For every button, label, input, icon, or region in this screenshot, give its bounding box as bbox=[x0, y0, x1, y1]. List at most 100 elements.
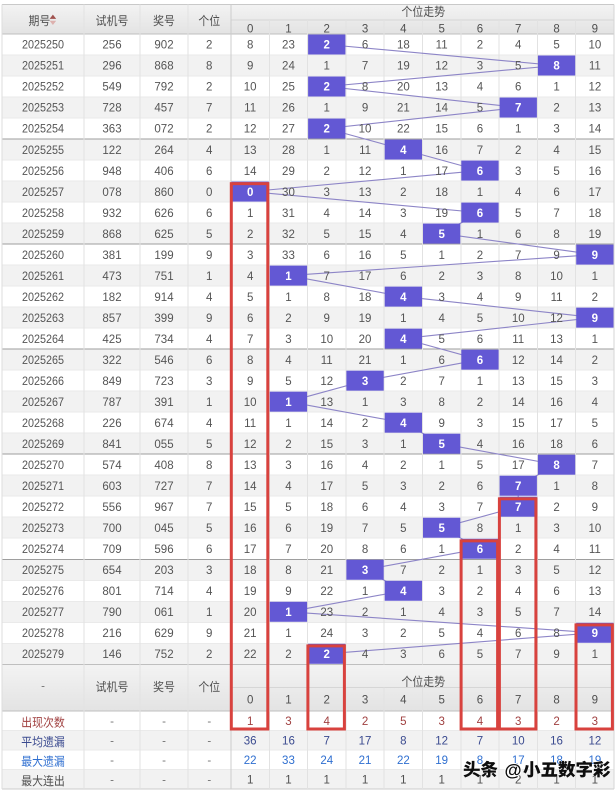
svg-text:3: 3 bbox=[400, 397, 406, 409]
svg-text:1: 1 bbox=[324, 774, 330, 786]
svg-text:-: - bbox=[162, 774, 166, 786]
svg-text:2: 2 bbox=[324, 24, 330, 36]
svg-text:18: 18 bbox=[550, 439, 563, 451]
svg-text:1: 1 bbox=[285, 397, 292, 409]
svg-text:6: 6 bbox=[400, 271, 406, 283]
svg-text:8: 8 bbox=[206, 460, 212, 472]
svg-text:2025269: 2025269 bbox=[22, 439, 64, 451]
svg-text:6: 6 bbox=[362, 502, 368, 514]
svg-text:1: 1 bbox=[553, 774, 559, 786]
svg-text:9: 9 bbox=[206, 628, 212, 640]
svg-text:4: 4 bbox=[400, 292, 407, 304]
svg-text:3: 3 bbox=[553, 523, 559, 535]
svg-text:3: 3 bbox=[206, 376, 212, 388]
svg-text:2025259: 2025259 bbox=[22, 229, 64, 241]
svg-text:8: 8 bbox=[362, 544, 368, 556]
svg-text:4: 4 bbox=[400, 418, 407, 430]
svg-text:1: 1 bbox=[362, 586, 368, 598]
svg-text:3: 3 bbox=[362, 24, 368, 36]
svg-text:2025267: 2025267 bbox=[22, 397, 64, 409]
svg-text:8: 8 bbox=[400, 735, 406, 747]
svg-text:16: 16 bbox=[550, 735, 563, 747]
svg-text:3: 3 bbox=[515, 166, 521, 178]
svg-text:4: 4 bbox=[206, 586, 213, 598]
svg-text:1: 1 bbox=[592, 774, 598, 786]
svg-text:625: 625 bbox=[154, 229, 173, 241]
svg-text:0: 0 bbox=[247, 694, 253, 706]
svg-text:13: 13 bbox=[588, 103, 601, 115]
svg-text:2025251: 2025251 bbox=[22, 61, 64, 73]
svg-text:6: 6 bbox=[247, 313, 253, 325]
svg-text:7: 7 bbox=[324, 735, 330, 747]
svg-text:8: 8 bbox=[247, 355, 253, 367]
svg-text:17: 17 bbox=[588, 187, 601, 199]
svg-text:841: 841 bbox=[102, 439, 121, 451]
svg-text:4: 4 bbox=[400, 145, 407, 157]
svg-text:2025275: 2025275 bbox=[22, 565, 64, 577]
svg-text:5: 5 bbox=[247, 292, 253, 304]
svg-text:4: 4 bbox=[515, 187, 522, 199]
svg-text:25: 25 bbox=[282, 82, 295, 94]
svg-text:3: 3 bbox=[438, 716, 444, 728]
svg-text:2: 2 bbox=[362, 607, 368, 619]
svg-text:629: 629 bbox=[154, 628, 173, 640]
svg-text:9: 9 bbox=[324, 313, 330, 325]
svg-text:9: 9 bbox=[592, 628, 598, 640]
svg-text:914: 914 bbox=[154, 292, 174, 304]
svg-text:8: 8 bbox=[247, 40, 253, 52]
svg-text:1: 1 bbox=[477, 187, 483, 199]
svg-text:6: 6 bbox=[477, 24, 483, 36]
svg-text:868: 868 bbox=[102, 229, 121, 241]
svg-text:5: 5 bbox=[515, 61, 521, 73]
svg-text:21: 21 bbox=[397, 103, 410, 115]
svg-text:2: 2 bbox=[362, 418, 368, 430]
svg-text:406: 406 bbox=[154, 166, 173, 178]
svg-text:29: 29 bbox=[282, 166, 295, 178]
svg-text:9: 9 bbox=[438, 418, 444, 430]
svg-text:4: 4 bbox=[247, 271, 254, 283]
svg-text:13: 13 bbox=[435, 82, 448, 94]
svg-text:8: 8 bbox=[592, 481, 598, 493]
svg-text:16: 16 bbox=[588, 166, 601, 178]
svg-text:@: @ bbox=[505, 760, 522, 780]
svg-text:-: - bbox=[110, 716, 114, 728]
svg-text:2025256: 2025256 bbox=[22, 166, 64, 178]
svg-text:1: 1 bbox=[400, 439, 406, 451]
svg-text:2: 2 bbox=[206, 649, 212, 661]
svg-text:1: 1 bbox=[324, 61, 330, 73]
svg-text:1: 1 bbox=[400, 774, 406, 786]
svg-text:6: 6 bbox=[206, 208, 212, 220]
svg-text:20: 20 bbox=[320, 544, 333, 556]
svg-text:860: 860 bbox=[154, 187, 173, 199]
svg-text:2: 2 bbox=[324, 82, 330, 94]
svg-text:1: 1 bbox=[477, 565, 483, 577]
svg-text:1: 1 bbox=[515, 124, 521, 136]
svg-text:2: 2 bbox=[324, 694, 330, 706]
svg-text:146: 146 bbox=[102, 649, 121, 661]
svg-text:8: 8 bbox=[362, 82, 368, 94]
svg-text:14: 14 bbox=[588, 124, 601, 136]
svg-text:4: 4 bbox=[477, 82, 484, 94]
svg-text:2: 2 bbox=[324, 166, 330, 178]
svg-text:19: 19 bbox=[359, 313, 372, 325]
svg-text:6: 6 bbox=[324, 250, 330, 262]
svg-text:36: 36 bbox=[244, 735, 257, 747]
svg-text:7: 7 bbox=[400, 565, 406, 577]
svg-text:2: 2 bbox=[515, 145, 521, 157]
svg-text:1: 1 bbox=[285, 292, 291, 304]
svg-text:6: 6 bbox=[553, 586, 559, 598]
svg-text:264: 264 bbox=[154, 145, 174, 157]
svg-text:2: 2 bbox=[362, 716, 368, 728]
svg-text:9: 9 bbox=[592, 313, 598, 325]
svg-text:4: 4 bbox=[324, 208, 331, 220]
svg-text:8: 8 bbox=[553, 61, 560, 73]
svg-text:5: 5 bbox=[362, 481, 368, 493]
svg-text:1: 1 bbox=[592, 649, 598, 661]
svg-text:2: 2 bbox=[324, 649, 330, 661]
svg-text:33: 33 bbox=[282, 250, 295, 262]
svg-text:8: 8 bbox=[553, 24, 559, 36]
svg-text:045: 045 bbox=[154, 523, 173, 535]
svg-text:792: 792 bbox=[154, 82, 173, 94]
svg-text:4: 4 bbox=[515, 586, 522, 598]
svg-text:12: 12 bbox=[550, 313, 563, 325]
